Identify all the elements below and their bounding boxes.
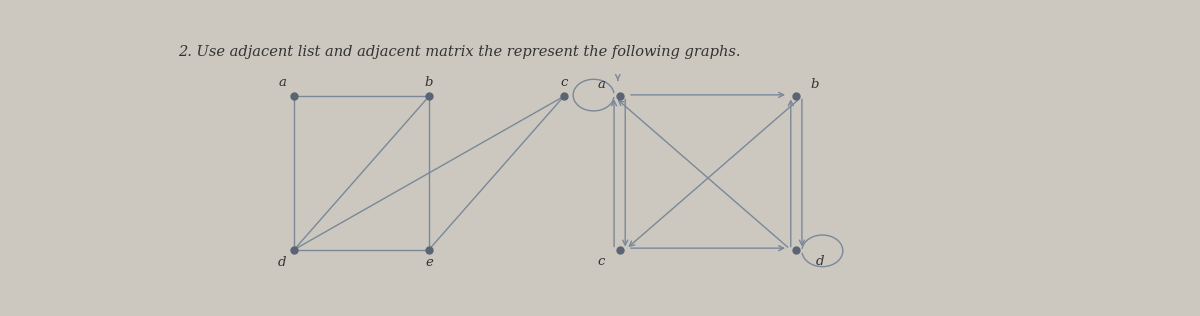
Text: e: e (425, 257, 433, 270)
Text: a: a (598, 78, 605, 91)
Text: b: b (425, 76, 433, 89)
Text: 2. Use adjacent list and adjacent matrix the represent the following graphs.: 2. Use adjacent list and adjacent matrix… (178, 45, 740, 59)
Text: c: c (598, 255, 605, 268)
Text: b: b (811, 78, 820, 91)
Text: d: d (815, 255, 824, 268)
Text: d: d (278, 257, 287, 270)
Text: c: c (560, 76, 568, 89)
Text: a: a (278, 76, 286, 89)
